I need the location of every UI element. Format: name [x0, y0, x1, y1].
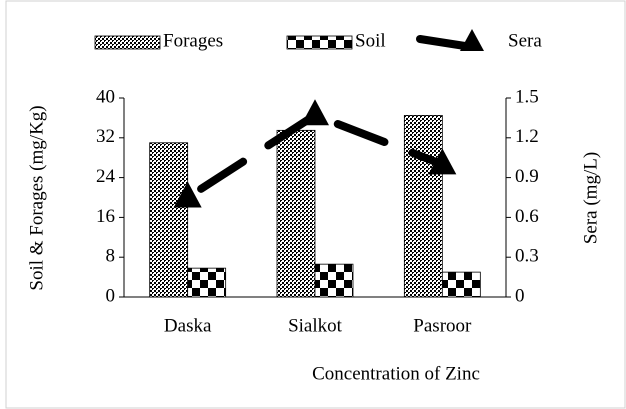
x-tick-label: Daska — [164, 315, 212, 336]
y-tick-label: 32 — [96, 126, 115, 147]
legend-label: Sera — [508, 30, 542, 51]
y2-tick-label: 0.6 — [515, 206, 539, 227]
y2-tick-label: 0 — [515, 285, 525, 306]
legend-swatch — [286, 35, 353, 50]
bar — [441, 271, 481, 298]
legend-label: Soil — [355, 30, 386, 51]
line-marker — [428, 148, 457, 175]
line-marker — [173, 181, 202, 208]
y-tick-label: 8 — [106, 246, 116, 267]
y-tick-label: 40 — [96, 86, 115, 107]
y2-axis-title: Sera (mg/L) — [580, 152, 601, 244]
y-axis-title: Soil & Forages (mg/Kg) — [26, 105, 47, 290]
bar — [276, 129, 316, 298]
bar — [149, 142, 189, 298]
legend-marker — [460, 29, 484, 51]
y2-tick-label: 0.9 — [515, 166, 539, 187]
x-axis-title: Concentration of Zinc — [312, 363, 480, 384]
chart-frame — [5, 0, 626, 409]
y2-tick-label: 0.3 — [515, 246, 539, 267]
y-tick-label: 0 — [106, 285, 116, 306]
line-marker — [301, 99, 329, 126]
line — [183, 110, 447, 202]
legend-label: Forages — [163, 30, 223, 51]
y2-tick-label: 1.5 — [515, 86, 539, 107]
bar — [187, 267, 227, 298]
legend-swatch — [94, 35, 161, 50]
bar — [403, 115, 443, 298]
legend-line — [416, 35, 469, 50]
x-tick-label: Sialkot — [288, 315, 343, 336]
y2-tick-label: 1.2 — [515, 126, 539, 147]
y-tick-label: 24 — [96, 166, 116, 187]
bar — [314, 263, 354, 298]
y-tick-label: 16 — [96, 206, 115, 227]
x-tick-label: Pasroor — [413, 315, 472, 336]
